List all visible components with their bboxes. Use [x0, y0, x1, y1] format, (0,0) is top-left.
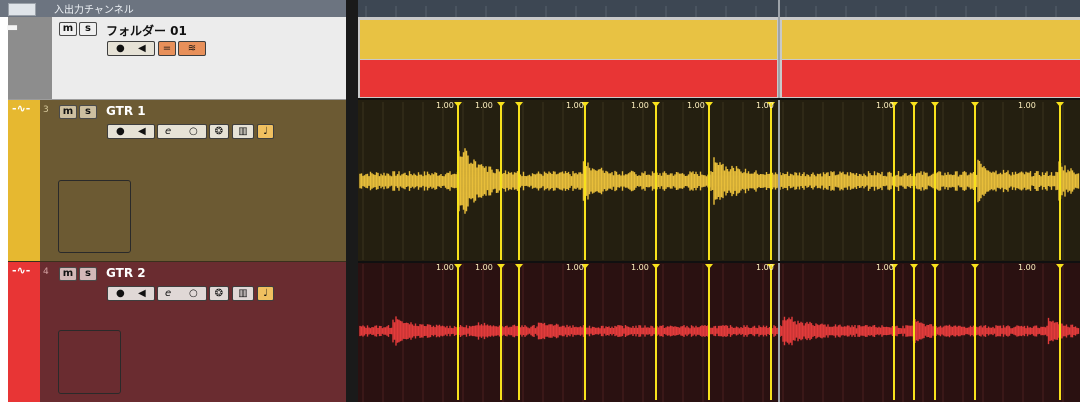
gtr1-warp-label: 1.00 — [876, 101, 894, 110]
folder-part-red — [782, 60, 1080, 97]
gtr1-warp-marker-head — [515, 102, 523, 107]
solo-button[interactable]: s — [79, 105, 97, 119]
gtr2-warp-marker-head — [767, 264, 775, 269]
gtr2-warp-marker-head — [705, 264, 713, 269]
read-write-group: e ○ — [157, 286, 207, 301]
gtr2-warp-marker-head — [971, 264, 979, 269]
rec-monitor-group: ● ◀ — [107, 286, 155, 301]
gtr1-warp-label: 1.00 — [687, 101, 705, 110]
gtr2-warp-marker-head — [454, 264, 462, 269]
gtr2-warp-label: 1.00 — [566, 263, 584, 272]
read-icon[interactable]: ○ — [189, 288, 198, 299]
track-number: 4 — [43, 267, 49, 277]
inserts-icon[interactable]: ❂ — [209, 286, 229, 301]
audio-wave-icon: -∿- — [12, 264, 31, 277]
folder-part-yellow — [782, 20, 1080, 59]
folder-lanes-button[interactable]: = — [158, 41, 176, 56]
gtr2-waveform — [359, 316, 1080, 346]
edit-icon[interactable]: e — [165, 126, 172, 137]
track-gtr1[interactable]: -∿- 3 m s GTR 1 ● ◀ e ○ ❂ ▥ ♩ — [8, 100, 346, 262]
gtr2-warp-marker-head — [890, 264, 898, 269]
folder-part-yellow — [360, 20, 777, 59]
folder-track-versions-button[interactable]: ≋ — [178, 41, 206, 56]
gtr1-warp-label: 1.00 — [1018, 101, 1036, 110]
gtr1-warp-label: 1.00 — [756, 101, 774, 110]
gtr1-warp-marker-head — [767, 102, 775, 107]
gtr1-warp-marker-head — [910, 102, 918, 107]
track-gtr2[interactable]: -∿- 4 m s GTR 2 ● ◀ e ○ ❂ ▥ ♩ — [8, 262, 346, 402]
gtr1-warp-marker-head — [454, 102, 462, 107]
gtr2-warp-label: 1.00 — [475, 263, 493, 272]
folder-part-red — [360, 60, 777, 97]
gtr2-warp-marker-head — [652, 264, 660, 269]
edit-icon[interactable]: e — [165, 288, 172, 299]
gtr1-warp-marker-head — [581, 102, 589, 107]
event-display[interactable]: 1.00 1.00 1.00 1.00 1.00 1.00 1.00 1.00 1.00 1.00… — [358, 0, 1080, 416]
record-icon[interactable]: ● — [116, 43, 125, 54]
gtr1-warp-marker-head — [890, 102, 898, 107]
folder-name[interactable]: フォルダー 01 — [106, 24, 187, 38]
gtr2-warp-label: 1.00 — [1018, 263, 1036, 272]
inserts-icon[interactable]: ❂ — [209, 124, 229, 139]
gtr2-warp-marker-head — [1056, 264, 1064, 269]
folder-icon: ▬ — [6, 20, 19, 35]
timeline-ruler[interactable] — [358, 0, 1080, 17]
gtr1-warp-marker-head — [971, 102, 979, 107]
monitor-icon[interactable]: ◀ — [138, 126, 146, 137]
time-base-icon[interactable]: ♩ — [257, 286, 274, 301]
event-display-canvas: 1.00 1.00 1.00 1.00 1.00 1.00 1.00 1.00 1.00 1.00… — [358, 0, 1080, 402]
mute-button[interactable]: m — [59, 105, 77, 119]
track-picture-slot[interactable] — [58, 330, 121, 394]
gtr2-warp-label: 1.00 — [876, 263, 894, 272]
gtr1-warp-label: 1.00 — [566, 101, 584, 110]
io-channel-header: 入出力チャンネル — [0, 0, 346, 17]
gtr1-waveform — [359, 148, 1080, 214]
gtr1-warp-marker-head — [1056, 102, 1064, 107]
gtr1-warp-marker-head — [497, 102, 505, 107]
gtr1-warp-marker-head — [931, 102, 939, 107]
gtr2-warp-marker-head — [497, 264, 505, 269]
folder-track[interactable]: ▬ m s フォルダー 01 ● ◀ = ≋ — [6, 17, 346, 100]
gtr2-warp-marker-head — [910, 264, 918, 269]
gtr2-warp-marker-head — [515, 264, 523, 269]
lanes-icon[interactable]: ▥ — [232, 124, 254, 139]
solo-button[interactable]: s — [79, 267, 97, 281]
status-area — [0, 402, 1080, 416]
io-channel-toggle[interactable] — [8, 3, 36, 16]
gtr2-warp-label: 1.00 — [756, 263, 774, 272]
rec-monitor-group: ● ◀ — [107, 124, 155, 139]
mute-button[interactable]: m — [59, 267, 77, 281]
gtr2-warp-marker-head — [931, 264, 939, 269]
gtr1-warp-label: 1.00 — [631, 101, 649, 110]
folder-solo-button[interactable]: s — [79, 22, 97, 36]
gtr1-warp-marker-head — [652, 102, 660, 107]
track-list-divider[interactable] — [346, 0, 358, 416]
gtr2-warp-marker-head — [581, 264, 589, 269]
folder-mute-button[interactable]: m — [59, 22, 77, 36]
folder-rec-monitor-group: ● ◀ — [107, 41, 155, 56]
track-number: 3 — [43, 105, 49, 115]
track-color-bar: -∿- — [8, 100, 40, 261]
io-channel-label: 入出力チャンネル — [54, 5, 134, 16]
track-name[interactable]: GTR 1 — [106, 104, 146, 118]
gtr2-warp-label: 1.00 — [436, 263, 454, 272]
gtr1-warp-marker-head — [705, 102, 713, 107]
track-picture-slot[interactable] — [58, 180, 131, 253]
track-color-bar: -∿- — [8, 262, 40, 402]
track-name[interactable]: GTR 2 — [106, 266, 146, 280]
gtr1-warp-label: 1.00 — [436, 101, 454, 110]
record-icon[interactable]: ● — [116, 126, 125, 137]
monitor-icon[interactable]: ◀ — [138, 288, 146, 299]
folder-color-strip: ▬ — [6, 17, 52, 99]
gtr1-warp-label: 1.00 — [475, 101, 493, 110]
audio-wave-icon: -∿- — [12, 102, 31, 115]
lanes-icon[interactable]: ▥ — [232, 286, 254, 301]
read-icon[interactable]: ○ — [189, 126, 198, 137]
monitor-icon[interactable]: ◀ — [138, 43, 146, 54]
gtr2-warp-label: 1.00 — [631, 263, 649, 272]
time-base-icon[interactable]: ♩ — [257, 124, 274, 139]
record-icon[interactable]: ● — [116, 288, 125, 299]
read-write-group: e ○ — [157, 124, 207, 139]
